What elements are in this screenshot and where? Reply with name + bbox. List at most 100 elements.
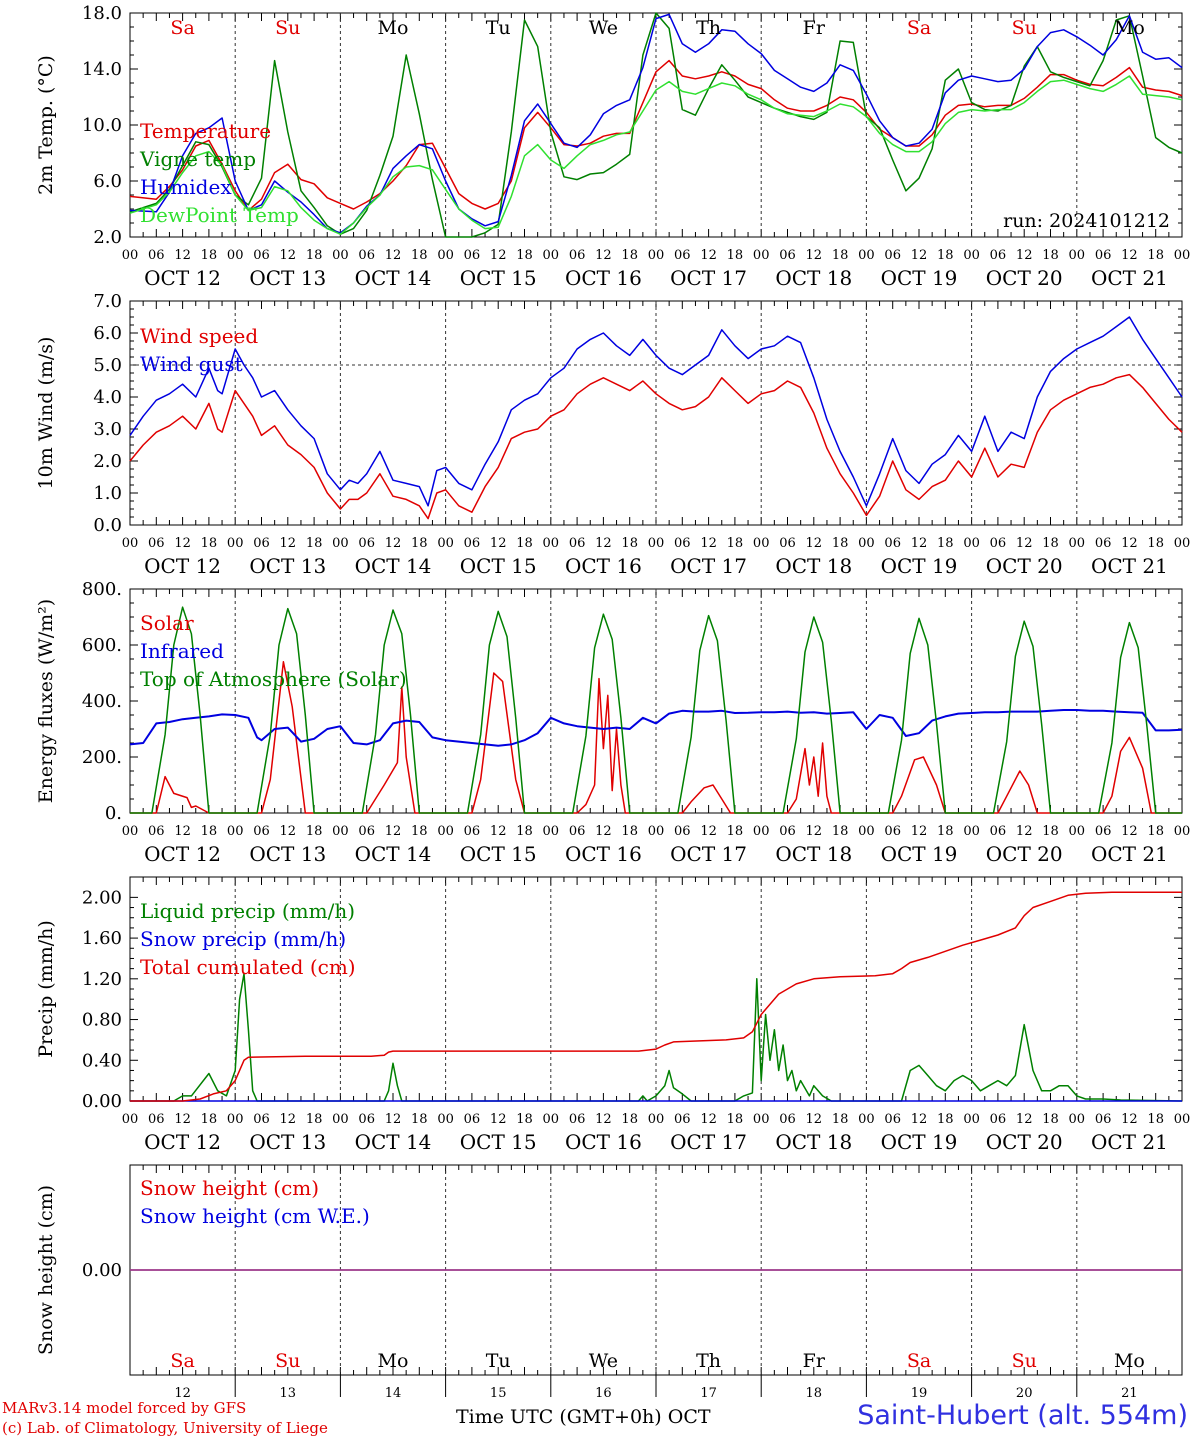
x-hour-label: 06 — [253, 824, 270, 839]
x-hour-label: 00 — [648, 1112, 665, 1127]
y-tick-label: 14.0 — [82, 59, 122, 80]
y-tick-label: 2.0 — [93, 227, 122, 248]
y-tick-label: 200. — [82, 747, 122, 768]
x-hour-label: 06 — [884, 536, 901, 551]
x-hour-label: 06 — [1095, 536, 1112, 551]
x-hour-label: 18 — [937, 536, 954, 551]
x-axis-title: Time UTC (GMT+0h) OCT — [456, 1406, 711, 1428]
x-hour-label: 00 — [332, 1112, 349, 1127]
y-axis-label: Energy fluxes (W/m²) — [35, 599, 57, 803]
station-label: Saint-Hubert (alt. 554m) — [857, 1400, 1188, 1431]
x-date-label: OCT 16 — [565, 1130, 642, 1154]
x-hour-label: 00 — [963, 536, 980, 551]
day-number: 21 — [1121, 1386, 1138, 1400]
series-line-wind-1 — [129, 316, 1183, 507]
x-date-label: OCT 13 — [249, 1130, 326, 1154]
x-hour-label: 00 — [227, 248, 244, 263]
x-hour-label: 06 — [1095, 248, 1112, 263]
x-date-label: OCT 21 — [1091, 1130, 1168, 1154]
x-date-label: OCT 20 — [986, 266, 1063, 290]
day-name-bottom: Mo — [1114, 1350, 1145, 1372]
x-hour-label: 18 — [201, 248, 218, 263]
y-tick-label: 7.0 — [93, 291, 122, 312]
x-hour-label: 00 — [437, 1112, 454, 1127]
x-hour-label: 12 — [1016, 1112, 1033, 1127]
x-hour-label: 12 — [700, 1112, 717, 1127]
day-name-top: Th — [696, 17, 721, 39]
x-hour-label: 06 — [1095, 824, 1112, 839]
y-tick-label: 600. — [82, 635, 122, 656]
x-date-label: OCT 13 — [249, 554, 326, 578]
day-number: 19 — [911, 1386, 928, 1400]
series-line-precip-2 — [130, 891, 1182, 1102]
x-date-label: OCT 12 — [144, 1130, 221, 1154]
x-date-label: OCT 12 — [144, 842, 221, 866]
day-name-bottom: Sa — [907, 1350, 931, 1372]
x-hour-label: 18 — [516, 248, 533, 263]
y-tick-label: 0.00 — [82, 1260, 122, 1281]
legend-entry: Total cumulated (cm) — [140, 955, 356, 979]
x-hour-label: 00 — [227, 1112, 244, 1127]
x-date-label: OCT 19 — [881, 1130, 958, 1154]
x-hour-label: 00 — [753, 536, 770, 551]
x-hour-label: 00 — [963, 1112, 980, 1127]
x-date-label: OCT 12 — [144, 266, 221, 290]
day-name-bottom: We — [589, 1350, 618, 1372]
x-hour-label: 12 — [280, 536, 297, 551]
day-name-bottom: Sa — [170, 1350, 194, 1372]
x-hour-label: 00 — [437, 536, 454, 551]
x-hour-label: 12 — [490, 536, 507, 551]
x-hour-label: 06 — [1095, 1112, 1112, 1127]
y-axis-label: Snow height (cm) — [35, 1185, 57, 1355]
series-line-energy-1 — [129, 709, 1183, 747]
legend-entry: Vigne temp — [139, 147, 256, 171]
x-date-label: OCT 16 — [565, 842, 642, 866]
x-date-label: OCT 14 — [355, 842, 432, 866]
legend-entry: Liquid precip (mm/h) — [140, 899, 355, 923]
x-date-label: OCT 14 — [355, 554, 432, 578]
day-name-top: Fr — [803, 17, 826, 39]
x-hour-label: 18 — [516, 824, 533, 839]
day-name-top: Su — [275, 17, 300, 39]
model-credit: MARv3.14 model forced by GFS (c) Lab. of… — [2, 1398, 328, 1438]
y-tick-label: 0. — [105, 803, 122, 824]
x-hour-label: 00 — [332, 536, 349, 551]
day-number: 16 — [595, 1386, 612, 1400]
x-hour-label: 00 — [437, 248, 454, 263]
x-hour-label: 00 — [648, 248, 665, 263]
y-tick-label: 6.0 — [93, 171, 122, 192]
x-date-label: OCT 16 — [565, 554, 642, 578]
x-hour-label: 06 — [253, 536, 270, 551]
series-line-wind-0 — [129, 373, 1183, 520]
x-hour-label: 18 — [937, 1112, 954, 1127]
x-hour-label: 12 — [911, 536, 928, 551]
x-date-label: OCT 15 — [460, 1130, 537, 1154]
x-date-label: OCT 19 — [881, 842, 958, 866]
x-hour-label: 12 — [806, 824, 823, 839]
y-tick-label: 2.00 — [82, 887, 122, 908]
model-line: MARv3.14 model forced by GFS — [2, 1399, 247, 1417]
x-hour-label: 18 — [1042, 1112, 1059, 1127]
day-name-bottom: Tu — [486, 1350, 511, 1372]
day-number: 13 — [280, 1386, 297, 1400]
y-tick-label: 0.0 — [93, 515, 122, 536]
series-line-temperature-2 — [129, 13, 1183, 234]
y-tick-label: 10.0 — [82, 115, 122, 136]
x-hour-label: 00 — [332, 248, 349, 263]
x-hour-label: 06 — [884, 824, 901, 839]
x-date-label: OCT 17 — [670, 554, 747, 578]
x-hour-label: 00 — [858, 536, 875, 551]
x-hour-label: 00 — [543, 824, 560, 839]
x-hour-label: 12 — [700, 824, 717, 839]
day-name-top: Mo — [378, 17, 409, 39]
x-hour-label: 00 — [1069, 248, 1086, 263]
y-tick-label: 2.0 — [93, 451, 122, 472]
x-date-label: OCT 18 — [775, 1130, 852, 1154]
x-hour-label: 00 — [858, 824, 875, 839]
x-date-label: OCT 19 — [881, 266, 958, 290]
x-hour-label: 06 — [464, 536, 481, 551]
y-axis-label: Precip (mm/h) — [35, 920, 57, 1058]
x-hour-label: 18 — [937, 248, 954, 263]
x-hour-label: 18 — [1147, 536, 1164, 551]
x-hour-label: 06 — [674, 248, 691, 263]
